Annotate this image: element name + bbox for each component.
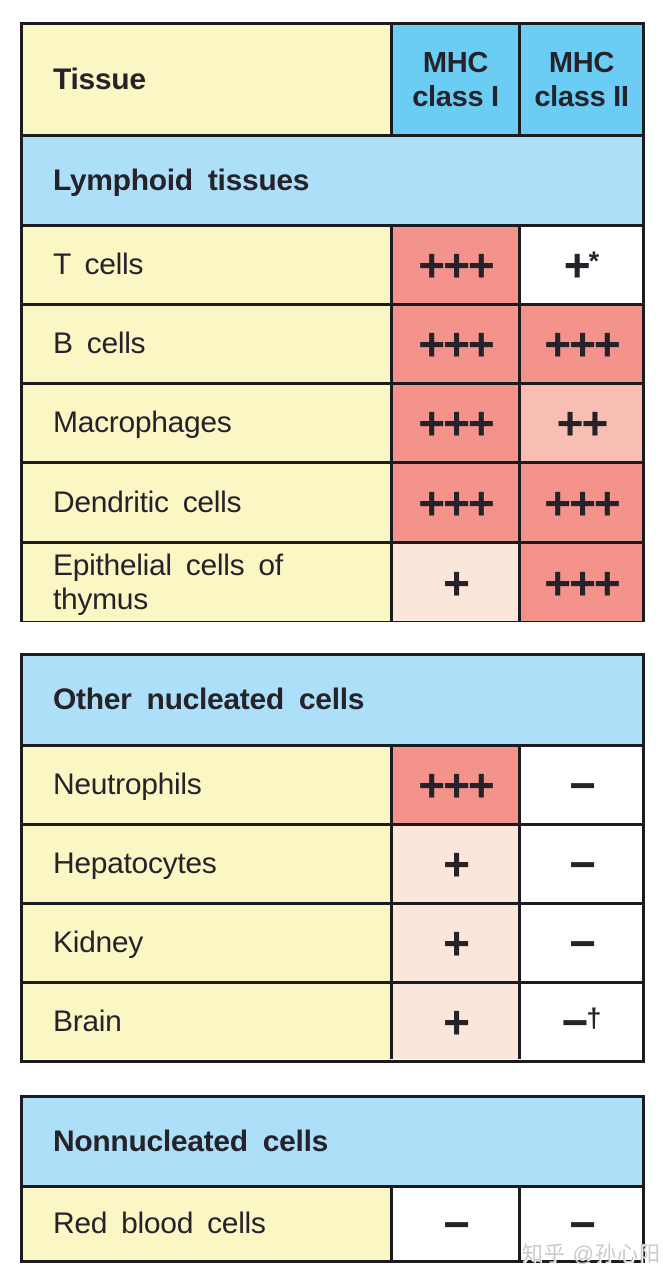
mhc-class2-value: − <box>518 747 642 823</box>
tissue-label: Kidney <box>23 905 390 981</box>
section-header-lymphoid-tissues: Lymphoid tissues <box>23 134 642 224</box>
expression-symbol: +++ <box>418 239 495 291</box>
expression-symbol: − <box>569 917 596 969</box>
zhihu-watermark: 知乎 @孙心阳 <box>521 1243 661 1266</box>
table-row-brain: Brain + −† <box>23 981 642 1059</box>
mhc-class2-value: +* <box>518 227 642 303</box>
expression-symbol: ++ <box>556 397 609 449</box>
mhc-class2-value: +++ <box>518 464 642 541</box>
mhc-class2-value: − <box>518 1188 642 1260</box>
table-row-hepatocytes: Hepatocytes + − <box>23 823 642 902</box>
mhc-class2-value: − <box>518 905 642 981</box>
expression-symbol: + <box>563 239 591 291</box>
expression-symbol: +++ <box>418 397 495 449</box>
expression-symbol: − <box>569 1198 596 1250</box>
tissue-label: T cells <box>23 227 390 303</box>
expression-symbol: + <box>443 917 470 969</box>
table-row-kidney: Kidney + − <box>23 902 642 981</box>
expression-symbol: − <box>569 838 596 890</box>
mhc-class1-value: +++ <box>390 464 518 541</box>
table-row-epithelial-cells-of-thymus: Epithelial cells of thymus + +++ <box>23 541 642 621</box>
expression-symbol: − <box>443 1198 470 1250</box>
mhc-class1-value: +++ <box>390 306 518 382</box>
mhc-class1-header-line2: class I <box>412 80 499 113</box>
expression-symbol: +++ <box>418 759 495 811</box>
expression-symbol: − <box>569 759 596 811</box>
mhc-class1-value: +++ <box>390 385 518 461</box>
mhc-class1-column-header: MHC class I <box>390 25 518 134</box>
column-header-row: Tissue MHC class I MHC class II <box>23 25 642 134</box>
tissue-label: B cells <box>23 306 390 382</box>
table-row-t-cells: T cells +++ +* <box>23 224 642 303</box>
mhc-class1-value: + <box>390 826 518 902</box>
expression-symbol: +++ <box>544 556 621 609</box>
footnote-mark-asterisk: * <box>588 246 600 276</box>
table-row-dendritic-cells: Dendritic cells +++ +++ <box>23 461 642 541</box>
mhc-class2-header-line1: MHC <box>548 46 615 79</box>
tissue-label: Dendritic cells <box>23 464 390 541</box>
table-row-neutrophils: Neutrophils +++ − <box>23 744 642 823</box>
expression-symbol: +++ <box>544 318 621 370</box>
lymphoid-tissues-table: Tissue MHC class I MHC class II Lymphoid… <box>20 22 645 622</box>
expression-symbol: + <box>443 838 470 890</box>
section-header-nonnucleated-cells: Nonnucleated cells <box>23 1098 642 1185</box>
mhc-class1-value: + <box>390 984 518 1059</box>
nonnucleated-cells-table: Nonnucleated cells Red blood cells − − <box>20 1095 645 1263</box>
table-row-b-cells: B cells +++ +++ <box>23 303 642 382</box>
tissue-column-header: Tissue <box>23 25 390 134</box>
table-row-macrophages: Macrophages +++ ++ <box>23 382 642 461</box>
mhc-class2-header-line2: class II <box>534 80 629 113</box>
expression-symbol: +++ <box>418 476 495 529</box>
footnote-mark-dagger: † <box>586 1002 602 1033</box>
mhc-class2-value: −† <box>518 984 642 1059</box>
expression-symbol: +++ <box>544 476 621 529</box>
tissue-label: Macrophages <box>23 385 390 461</box>
mhc-class1-value: + <box>390 905 518 981</box>
table-row-red-blood-cells: Red blood cells − − <box>23 1185 642 1260</box>
mhc-class1-value: − <box>390 1188 518 1260</box>
mhc-class2-value: +++ <box>518 306 642 382</box>
mhc-class1-header-line1: MHC <box>422 46 489 79</box>
expression-symbol: − <box>561 995 589 1048</box>
tissue-label: Epithelial cells of thymus <box>23 544 390 621</box>
mhc-class1-value: +++ <box>390 747 518 823</box>
section-header-other-nucleated-cells: Other nucleated cells <box>23 656 642 744</box>
mhc-class1-value: + <box>390 544 518 621</box>
tissue-label: Neutrophils <box>23 747 390 823</box>
mhc-class2-value: − <box>518 826 642 902</box>
mhc-class2-value: ++ <box>518 385 642 461</box>
tissue-label: Brain <box>23 984 390 1059</box>
expression-symbol: +++ <box>418 318 495 370</box>
tissue-label: Red blood cells <box>23 1188 390 1260</box>
mhc-class2-value: +++ <box>518 544 642 621</box>
mhc-class1-value: +++ <box>390 227 518 303</box>
tissue-label: Hepatocytes <box>23 826 390 902</box>
expression-symbol: + <box>443 995 470 1048</box>
expression-symbol: + <box>443 556 470 609</box>
mhc-class2-column-header: MHC class II <box>518 25 642 134</box>
other-nucleated-cells-table: Other nucleated cells Neutrophils +++ − … <box>20 653 645 1063</box>
